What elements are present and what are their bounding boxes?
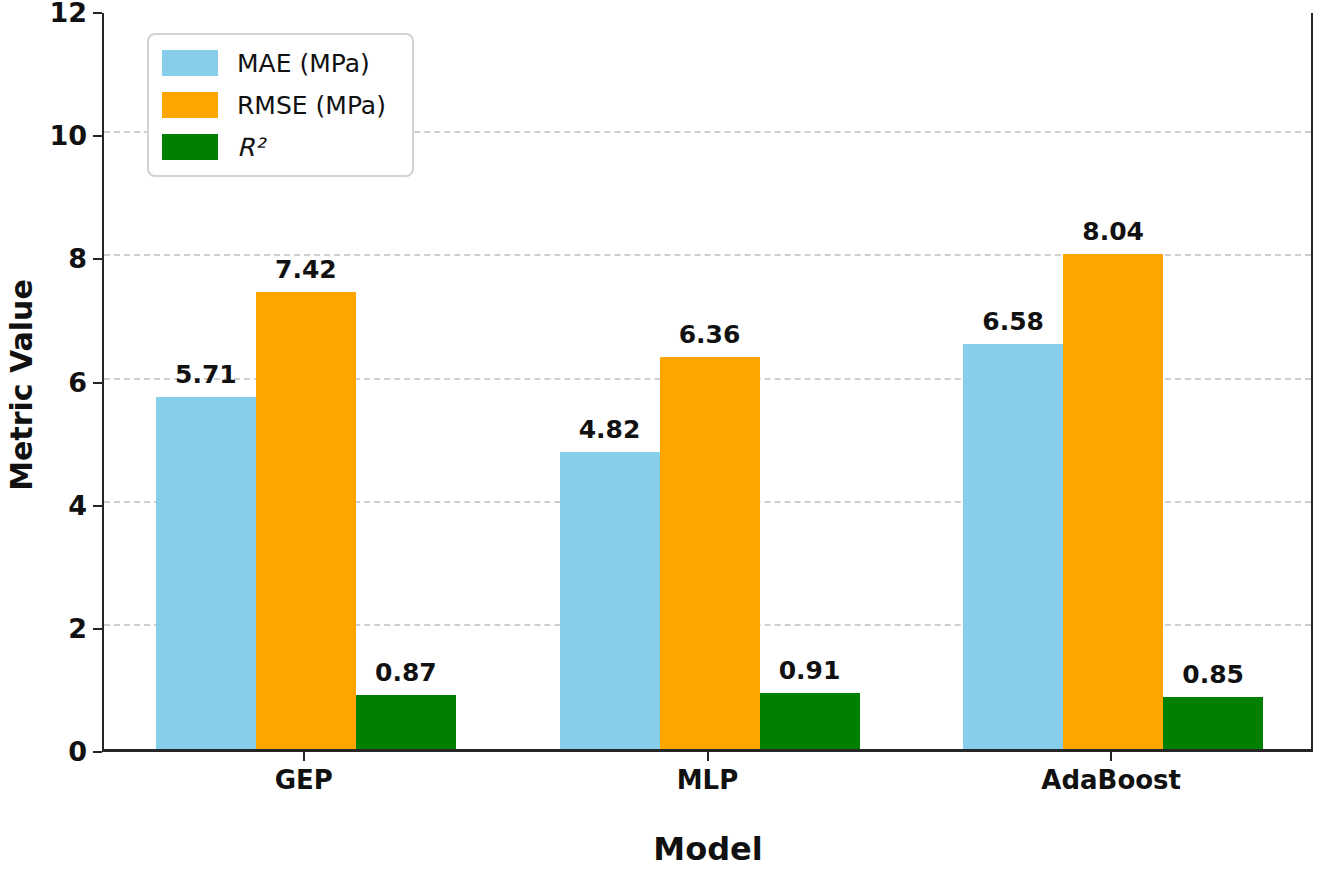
x-tick-mark xyxy=(1110,752,1112,761)
bar-gep-series2 xyxy=(356,695,456,749)
x-tick-label-mlp: MLP xyxy=(677,765,739,795)
x-tick-mark xyxy=(707,752,709,761)
legend: MAE (MPa) RMSE (MPa) R² xyxy=(147,33,414,177)
bar-mlp-series2 xyxy=(760,693,860,749)
bar-value-label: 4.82 xyxy=(579,415,641,444)
y-tick-mark xyxy=(93,135,102,137)
y-tick-label-8: 8 xyxy=(17,243,87,275)
legend-swatch-1 xyxy=(162,92,218,118)
y-tick-mark xyxy=(93,382,102,384)
x-tick-label-gep: GEP xyxy=(275,765,333,795)
bar-gep-series1 xyxy=(256,292,356,749)
x-tick-label-adaboost: AdaBoost xyxy=(1041,765,1181,795)
y-tick-mark xyxy=(93,12,102,14)
y-tick-mark xyxy=(93,505,102,507)
bar-adaboost-series2 xyxy=(1163,697,1263,749)
bar-value-label: 0.91 xyxy=(779,656,841,685)
bar-value-label: 0.87 xyxy=(375,658,437,687)
y-tick-mark xyxy=(93,258,102,260)
bar-gep-series0 xyxy=(156,397,256,749)
legend-item-0: MAE (MPa) xyxy=(162,47,386,79)
legend-swatch-0 xyxy=(162,50,218,76)
bar-value-label: 6.36 xyxy=(679,320,741,349)
x-tick-mark xyxy=(303,752,305,761)
y-tick-label-0: 0 xyxy=(17,736,87,768)
legend-label-1: RMSE (MPa) xyxy=(237,91,386,120)
bar-chart-figure: Metric Value 5.717.420.874.826.360.916.5… xyxy=(0,0,1322,870)
x-axis-title: Model xyxy=(653,830,762,868)
y-tick-label-6: 6 xyxy=(17,367,87,399)
legend-item-2: R² xyxy=(162,131,386,163)
legend-label-0: MAE (MPa) xyxy=(237,49,370,78)
y-tick-mark xyxy=(93,751,102,753)
bar-value-label: 5.71 xyxy=(175,360,237,389)
bar-value-label: 6.58 xyxy=(982,307,1044,336)
bar-mlp-series0 xyxy=(560,452,660,749)
bar-value-label: 0.85 xyxy=(1182,660,1244,689)
bar-value-label: 7.42 xyxy=(275,255,337,284)
legend-label-2: R² xyxy=(237,133,264,162)
y-tick-label-4: 4 xyxy=(17,490,87,522)
legend-item-1: RMSE (MPa) xyxy=(162,89,386,121)
y-tick-label-12: 12 xyxy=(17,0,87,29)
bar-value-label: 8.04 xyxy=(1082,217,1144,246)
y-tick-label-10: 10 xyxy=(17,120,87,152)
y-tick-mark xyxy=(93,628,102,630)
bar-adaboost-series1 xyxy=(1063,254,1163,749)
bar-adaboost-series0 xyxy=(963,344,1063,749)
legend-swatch-2 xyxy=(162,134,218,160)
bar-mlp-series1 xyxy=(660,357,760,749)
y-tick-label-2: 2 xyxy=(17,613,87,645)
